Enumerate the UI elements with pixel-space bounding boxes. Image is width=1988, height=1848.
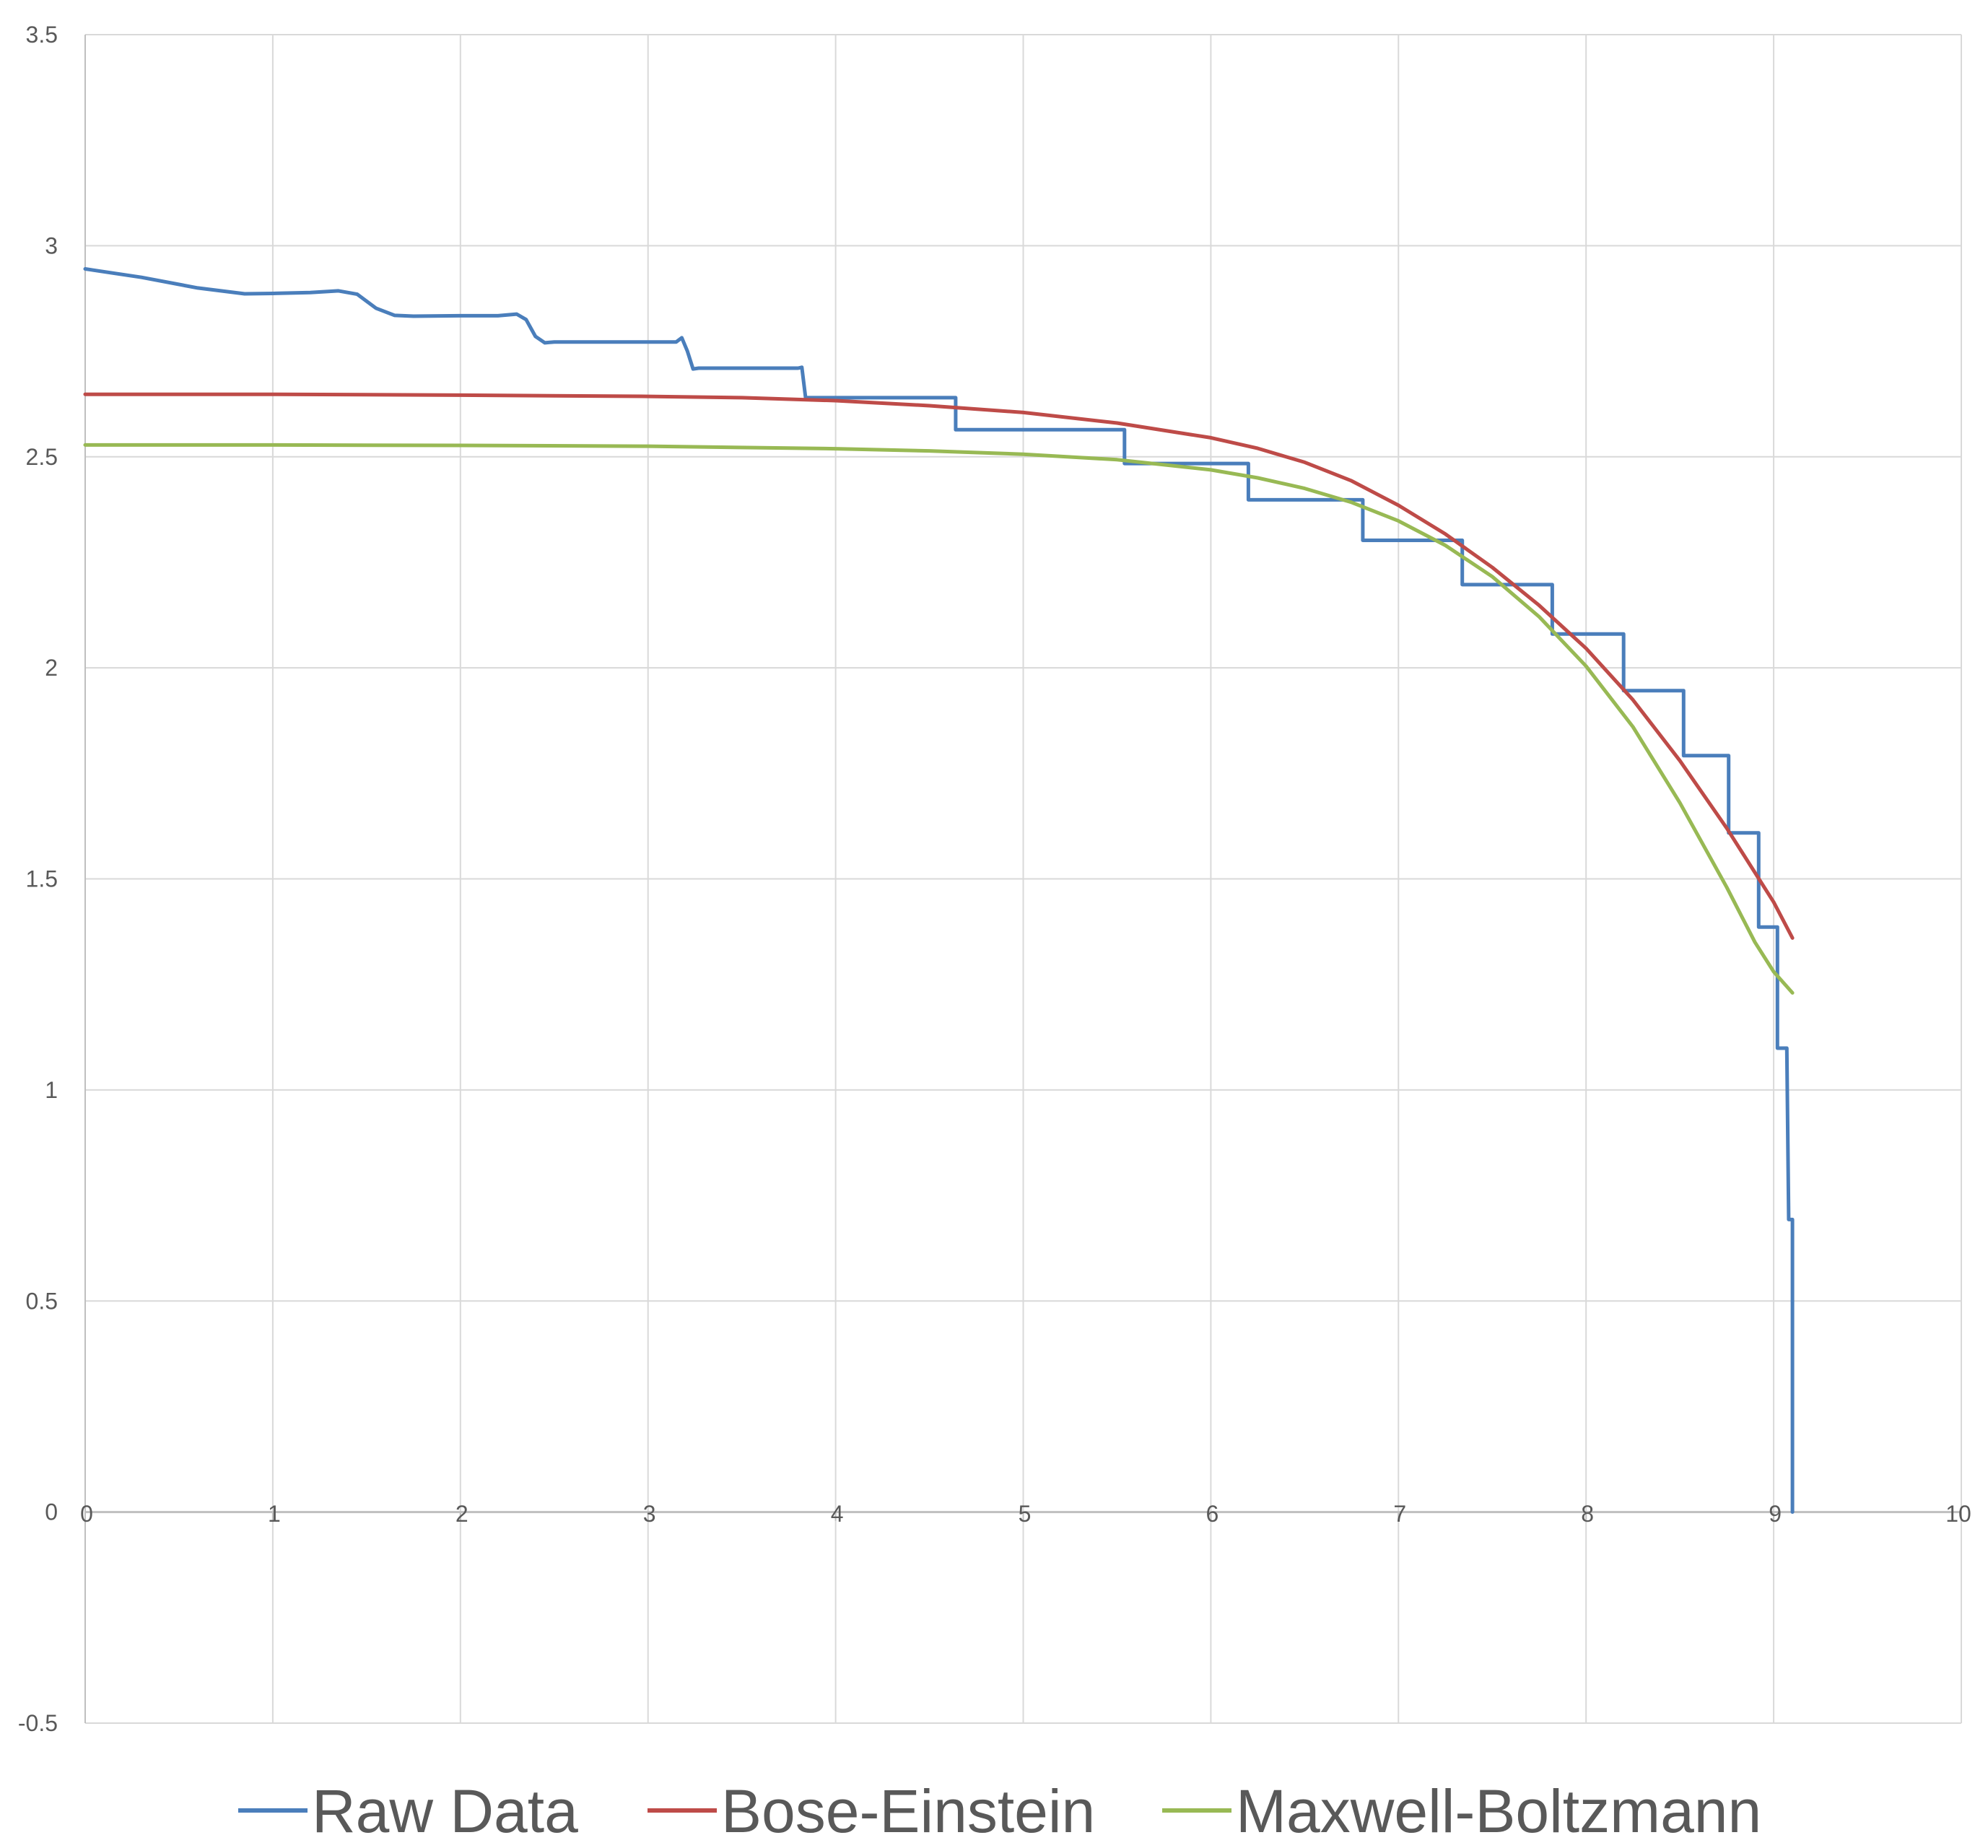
- x-tick-label: 7: [1393, 1501, 1406, 1527]
- series-line: [83, 443, 1795, 995]
- series-maxwell-boltzmann: [83, 443, 1795, 995]
- y-tick-label: 0: [45, 1499, 58, 1525]
- x-tick-label: 1: [268, 1501, 281, 1527]
- y-tick-label: 0.5: [26, 1288, 58, 1314]
- y-tick-label: 2: [45, 655, 58, 681]
- series-line: [83, 392, 1795, 940]
- x-tick-label: 0: [80, 1501, 93, 1527]
- tick-labels: 0 1 2 3 4 5 6 7 8 9 10 -0.5 0 0.5 1 1.5 2 2.5 3 3.5: [18, 22, 1971, 1736]
- x-tick-label: 9: [1769, 1501, 1782, 1527]
- y-tick-label: 3: [45, 232, 58, 258]
- y-tick-label: -0.5: [18, 1710, 58, 1736]
- x-tick-label: 8: [1581, 1501, 1594, 1527]
- y-tick-label: 3.5: [26, 22, 58, 48]
- legend-item: Raw Data: [238, 1777, 578, 1845]
- legend-label: Maxwell-Boltzmann: [1236, 1777, 1761, 1845]
- x-tick-label: 5: [1019, 1501, 1032, 1527]
- legend-item: Maxwell-Boltzmann: [1162, 1777, 1761, 1845]
- y-tick-label: 2.5: [26, 444, 58, 470]
- series-lines: [83, 267, 1795, 1514]
- axes: [84, 35, 1962, 1723]
- y-tick-label: 1.5: [26, 866, 58, 892]
- legend: Raw Data Bose-Einstein Maxwell-Boltzmann: [238, 1777, 1761, 1845]
- x-tick-label: 6: [1206, 1501, 1219, 1527]
- legend-label: Bose-Einstein: [721, 1777, 1095, 1845]
- x-tick-label: 4: [831, 1501, 844, 1527]
- legend-item: Bose-Einstein: [648, 1777, 1095, 1845]
- gridlines: [84, 34, 1962, 1724]
- series-raw-data: [83, 267, 1795, 1514]
- x-tick-label: 10: [1945, 1501, 1971, 1527]
- x-tick-label: 3: [643, 1501, 656, 1527]
- y-tick-label: 1: [45, 1077, 58, 1103]
- legend-label: Raw Data: [312, 1777, 578, 1845]
- series-line: [83, 267, 1795, 1514]
- series-bose-einstein: [83, 392, 1795, 940]
- x-tick-label: 2: [455, 1501, 468, 1527]
